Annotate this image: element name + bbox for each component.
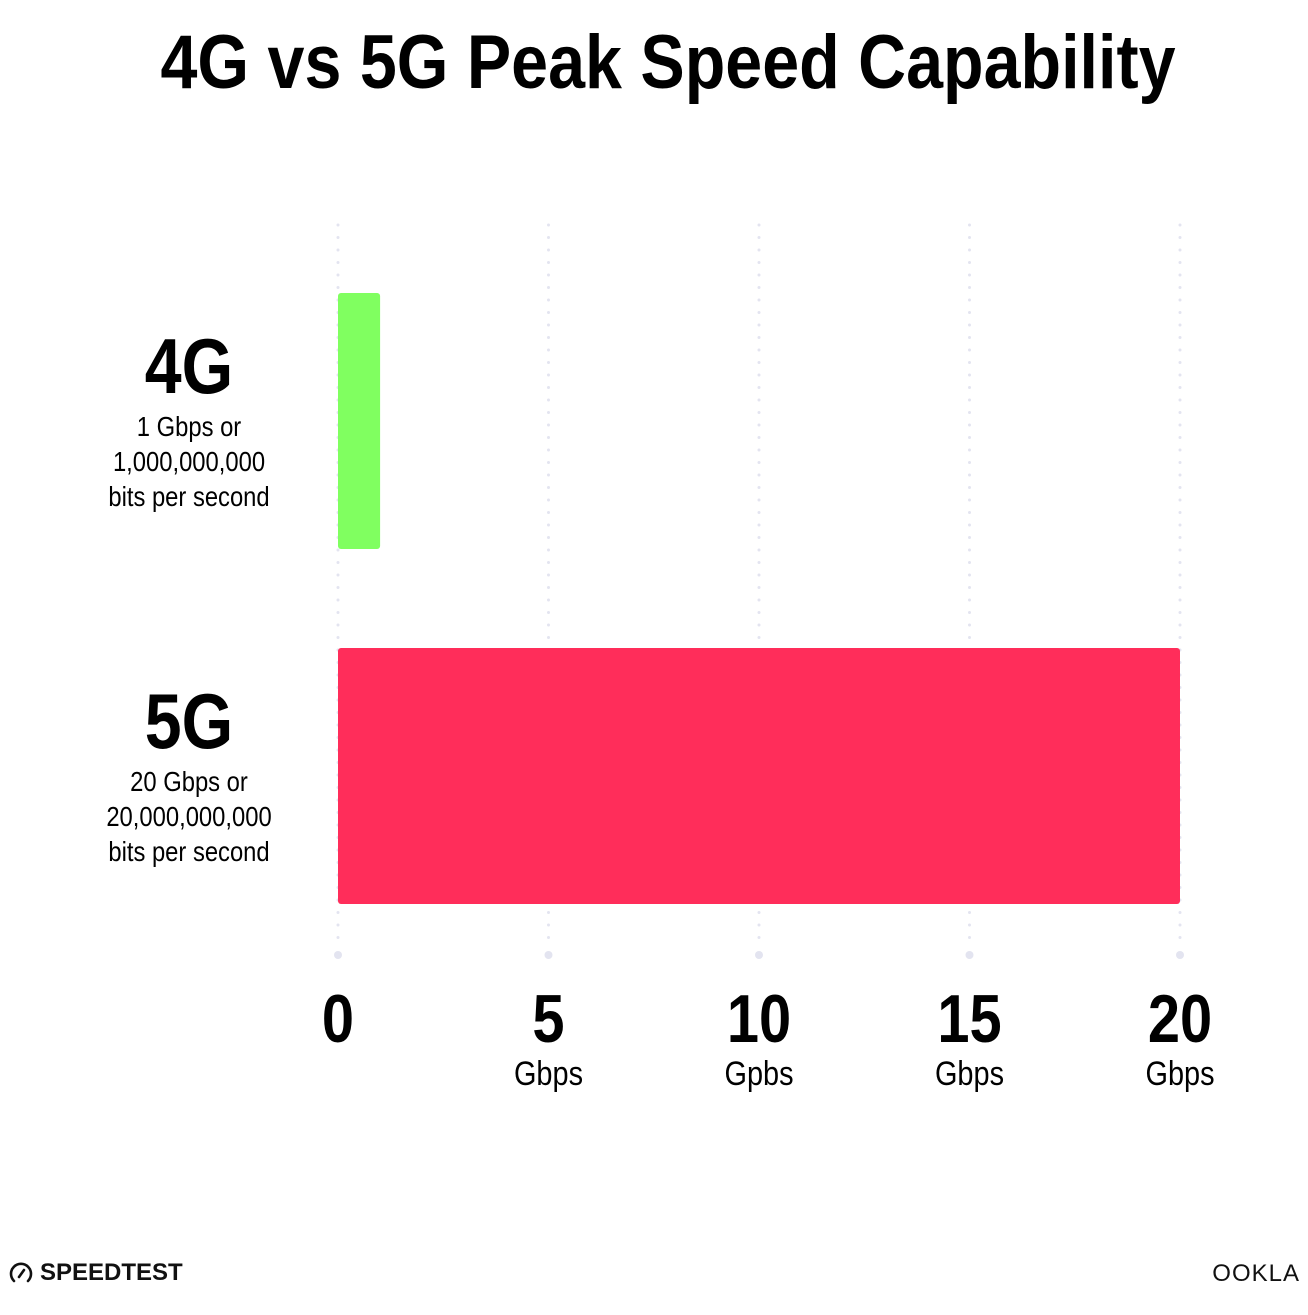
tick-unit: Gbps	[514, 1054, 583, 1093]
ookla-logo: OOKLA	[1212, 1260, 1300, 1288]
tick-label: 0	[322, 982, 354, 1057]
category-label: 5G	[145, 678, 233, 765]
gridline-end-dot	[334, 951, 342, 959]
tick-label: 20	[1148, 982, 1212, 1057]
gridline-end-dot	[1176, 951, 1184, 959]
gridlines	[334, 223, 1184, 959]
category-sublabel: 20 Gbps or	[130, 765, 248, 797]
bar-4g	[338, 293, 381, 549]
tick-unit: Gbps	[935, 1054, 1004, 1093]
speedtest-wordmark: SPEEDTEST	[40, 1259, 183, 1286]
gridline-end-dot	[965, 951, 974, 959]
tick-label: 5	[532, 982, 564, 1057]
category-sublabel: bits per second	[108, 835, 269, 867]
category-sublabel: 20,000,000,000	[106, 800, 271, 832]
category-sublabel: 1,000,000,000	[113, 445, 265, 477]
ookla-wordmark: OOKLA	[1212, 1260, 1300, 1287]
gridline-end-dot	[544, 951, 553, 959]
category-sublabel: 1 Gbps or	[137, 410, 242, 442]
bars	[338, 293, 1180, 904]
gridline-end-dot	[755, 951, 763, 959]
tick-unit: Gbps	[1145, 1054, 1214, 1093]
category-label: 4G	[145, 323, 233, 410]
bar-5g	[338, 648, 1180, 904]
speedometer-icon	[9, 1262, 33, 1283]
tick-unit: Gpbs	[724, 1054, 793, 1093]
tick-label: 15	[937, 982, 1001, 1057]
category-sublabel: bits per second	[108, 480, 269, 512]
speedtest-logo: SPEEDTEST	[8, 1259, 183, 1287]
tick-label: 10	[727, 982, 791, 1057]
chart-title: 4G vs 5G Peak Speed Capability	[161, 20, 1176, 105]
